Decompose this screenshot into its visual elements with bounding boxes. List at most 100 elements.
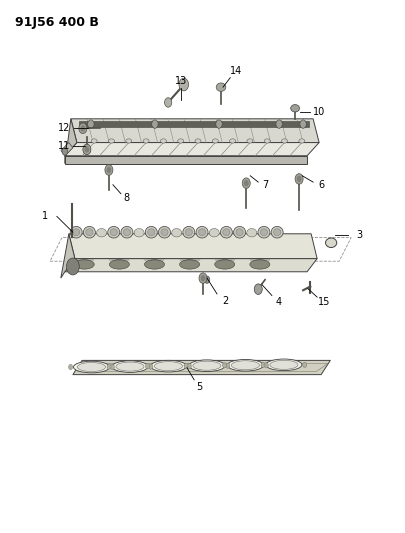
Circle shape — [200, 275, 205, 281]
Circle shape — [242, 178, 249, 189]
Text: 2: 2 — [222, 296, 228, 306]
Circle shape — [110, 365, 114, 370]
Ellipse shape — [123, 229, 130, 236]
Ellipse shape — [220, 227, 232, 238]
Text: 14: 14 — [229, 66, 241, 76]
Ellipse shape — [196, 227, 207, 238]
Circle shape — [198, 273, 207, 284]
Ellipse shape — [160, 139, 166, 143]
Polygon shape — [61, 142, 72, 156]
Ellipse shape — [281, 139, 287, 143]
Circle shape — [275, 120, 281, 128]
Polygon shape — [72, 360, 330, 375]
Text: 10: 10 — [312, 108, 324, 117]
Ellipse shape — [110, 229, 117, 236]
Text: 91J56 400 B: 91J56 400 B — [15, 16, 98, 29]
Circle shape — [107, 364, 111, 369]
Circle shape — [62, 148, 68, 155]
Polygon shape — [79, 122, 308, 127]
Ellipse shape — [265, 359, 301, 370]
Ellipse shape — [91, 139, 97, 143]
Circle shape — [66, 258, 79, 275]
Ellipse shape — [85, 229, 93, 236]
Text: 7: 7 — [261, 180, 268, 190]
Ellipse shape — [235, 229, 243, 236]
Polygon shape — [65, 156, 306, 164]
Ellipse shape — [107, 227, 119, 238]
Ellipse shape — [158, 227, 170, 238]
Circle shape — [243, 180, 248, 187]
Text: 6: 6 — [317, 180, 324, 190]
Polygon shape — [65, 259, 316, 272]
Ellipse shape — [194, 139, 200, 143]
Polygon shape — [65, 119, 77, 164]
Ellipse shape — [192, 361, 220, 370]
Ellipse shape — [145, 227, 157, 238]
Ellipse shape — [290, 104, 299, 112]
Circle shape — [179, 78, 188, 91]
Polygon shape — [65, 142, 318, 156]
Text: 3: 3 — [355, 230, 361, 240]
Ellipse shape — [246, 139, 252, 143]
Text: 4: 4 — [275, 297, 281, 308]
Ellipse shape — [231, 361, 259, 370]
Ellipse shape — [77, 362, 105, 372]
Circle shape — [84, 146, 89, 152]
Polygon shape — [69, 234, 316, 259]
Circle shape — [254, 284, 262, 294]
Ellipse shape — [216, 83, 225, 91]
Ellipse shape — [154, 361, 182, 370]
Ellipse shape — [147, 229, 154, 236]
Circle shape — [151, 120, 158, 128]
Circle shape — [299, 120, 305, 128]
Ellipse shape — [222, 229, 229, 236]
Circle shape — [294, 174, 303, 184]
Text: 13: 13 — [175, 76, 187, 86]
Ellipse shape — [150, 360, 186, 372]
Ellipse shape — [144, 260, 164, 269]
Text: 11: 11 — [58, 141, 70, 151]
Ellipse shape — [179, 260, 199, 269]
Ellipse shape — [273, 229, 280, 236]
Ellipse shape — [171, 229, 181, 237]
Ellipse shape — [70, 227, 82, 238]
Ellipse shape — [271, 227, 282, 238]
Circle shape — [264, 362, 268, 368]
Ellipse shape — [177, 139, 183, 143]
Ellipse shape — [264, 139, 270, 143]
Ellipse shape — [188, 360, 224, 372]
Ellipse shape — [325, 238, 336, 247]
Circle shape — [302, 362, 306, 367]
Circle shape — [260, 362, 264, 367]
Ellipse shape — [115, 362, 144, 371]
Ellipse shape — [112, 361, 147, 373]
Circle shape — [164, 98, 171, 107]
Ellipse shape — [74, 260, 94, 269]
Circle shape — [83, 144, 91, 155]
Ellipse shape — [198, 229, 205, 236]
Ellipse shape — [73, 361, 109, 373]
Text: 1: 1 — [42, 212, 48, 221]
Circle shape — [187, 364, 191, 369]
Ellipse shape — [214, 260, 234, 269]
Polygon shape — [61, 234, 75, 278]
Ellipse shape — [109, 260, 129, 269]
Ellipse shape — [121, 227, 132, 238]
Circle shape — [149, 364, 153, 369]
Circle shape — [87, 120, 94, 128]
Ellipse shape — [209, 229, 219, 237]
Ellipse shape — [185, 229, 192, 236]
Circle shape — [204, 276, 209, 284]
Ellipse shape — [246, 229, 256, 237]
Ellipse shape — [260, 229, 267, 236]
Ellipse shape — [83, 227, 95, 238]
Circle shape — [80, 125, 85, 132]
Ellipse shape — [257, 227, 269, 238]
Circle shape — [215, 120, 222, 128]
Polygon shape — [71, 119, 318, 142]
Ellipse shape — [134, 229, 144, 237]
Ellipse shape — [108, 139, 114, 143]
Ellipse shape — [233, 227, 245, 238]
Ellipse shape — [298, 139, 304, 143]
Circle shape — [225, 363, 229, 368]
